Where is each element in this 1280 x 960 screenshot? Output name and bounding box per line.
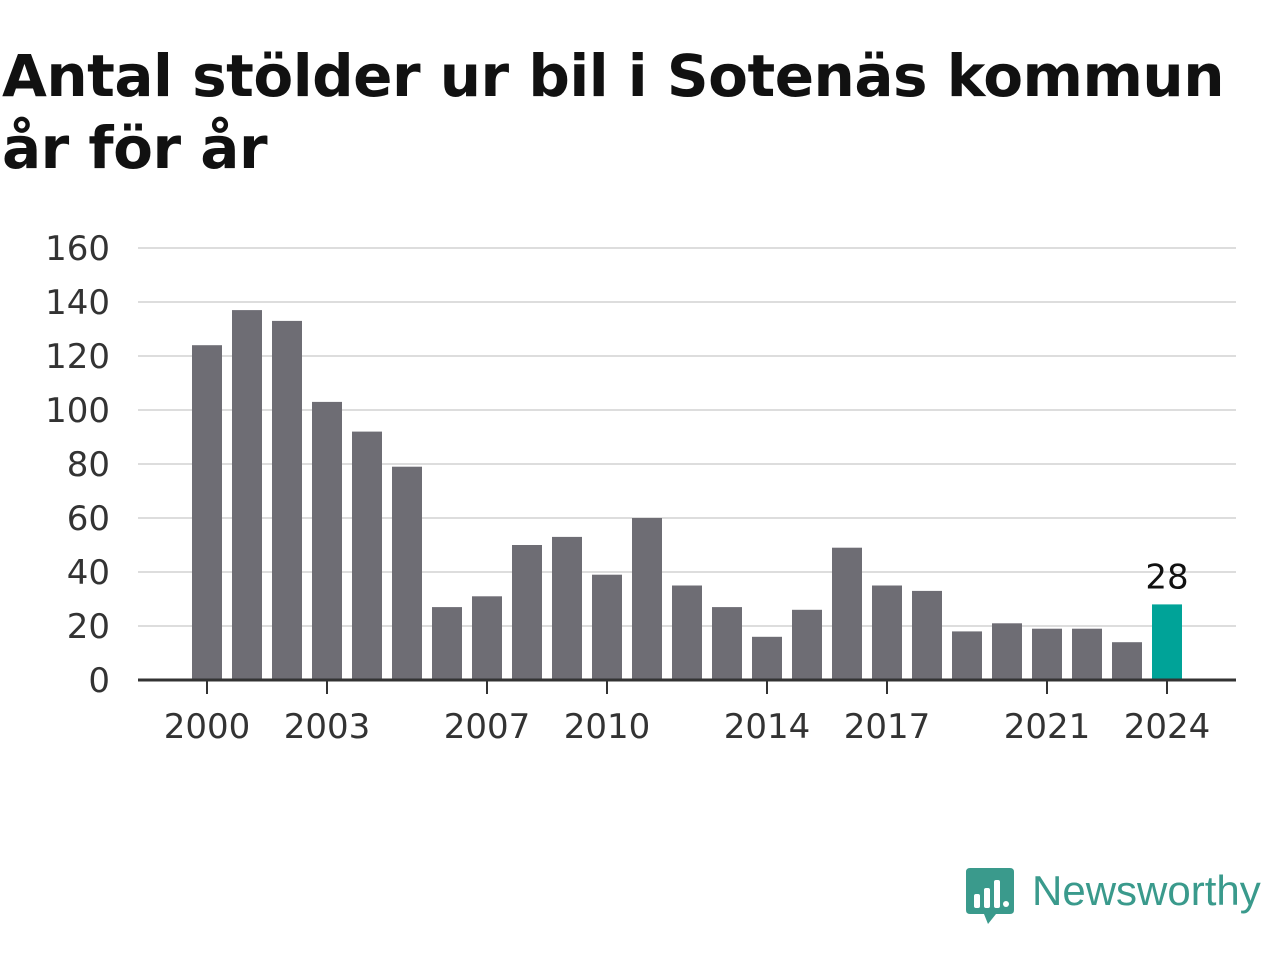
y-tick-label: 40 <box>67 553 110 593</box>
bar-2008 <box>512 545 542 680</box>
bar-2003 <box>312 401 342 680</box>
bar-2022 <box>1072 628 1102 680</box>
bar-2016 <box>832 547 862 680</box>
y-tick-label: 0 <box>88 661 110 701</box>
bar-2010 <box>592 574 622 680</box>
y-axis-ticks: 0 20 40 60 80 100 120 140 160 <box>45 229 110 701</box>
bar-2024 <box>1152 604 1182 680</box>
data-label-2024: 28 <box>1145 557 1188 597</box>
bar-2001 <box>232 310 262 680</box>
bar-2006 <box>432 607 462 680</box>
newsworthy-wordmark: Newsworthy <box>1032 867 1261 914</box>
x-tick-label: 2014 <box>724 707 811 747</box>
bar-2011 <box>632 518 662 680</box>
y-tick-label: 140 <box>45 283 110 323</box>
bar-2021 <box>1032 628 1062 680</box>
bar-2020 <box>992 623 1022 680</box>
bar-2007 <box>472 596 502 680</box>
bar-2009 <box>552 536 582 680</box>
y-tick-label: 60 <box>67 499 110 539</box>
data-labels: 28 <box>1145 557 1188 597</box>
bar-2013 <box>712 607 742 680</box>
x-tick-label: 2010 <box>564 707 651 747</box>
bar-2023 <box>1112 642 1142 680</box>
bar-2002 <box>272 320 302 680</box>
y-tick-label: 100 <box>45 391 110 431</box>
gridlines <box>138 247 1236 627</box>
y-tick-label: 20 <box>67 607 110 647</box>
bar-2005 <box>392 466 422 680</box>
x-axis-ticks: 2000 2003 2007 2010 2014 2017 2021 2024 <box>164 680 1211 747</box>
bar-2014 <box>752 636 782 680</box>
x-tick-label: 2007 <box>444 707 531 747</box>
bar-2019 <box>952 631 982 680</box>
y-tick-label: 80 <box>67 445 110 485</box>
newsworthy-logo-icon <box>966 868 1014 924</box>
y-tick-label: 120 <box>45 337 110 377</box>
x-tick-label: 2024 <box>1124 707 1211 747</box>
x-tick-label: 2003 <box>284 707 371 747</box>
bar-2018 <box>912 590 942 680</box>
bar-2012 <box>672 585 702 680</box>
bar-2000 <box>192 345 222 680</box>
x-tick-label: 2017 <box>844 707 931 747</box>
x-tick-label: 2021 <box>1004 707 1091 747</box>
x-tick-label: 2000 <box>164 707 251 747</box>
y-tick-label: 160 <box>45 229 110 269</box>
bars <box>192 310 1182 680</box>
bar-2015 <box>792 609 822 680</box>
chart-title: Antal stölder ur bil i Sotenäs kommun år… <box>2 42 1225 182</box>
bar-2004 <box>352 431 382 680</box>
bar-2017 <box>872 585 902 680</box>
